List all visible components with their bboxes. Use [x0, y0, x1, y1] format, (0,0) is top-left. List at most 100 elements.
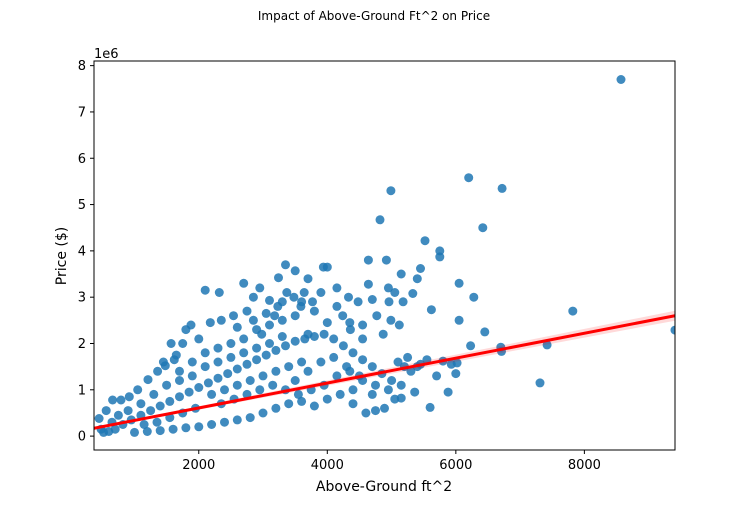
data-point	[130, 427, 139, 437]
data-point	[469, 292, 479, 302]
data-point	[378, 329, 388, 339]
data-point	[358, 376, 368, 385]
data-point	[416, 264, 425, 273]
data-point	[282, 288, 292, 297]
data-point	[216, 315, 226, 325]
data-point	[497, 183, 507, 193]
x-tick-label: 4000	[311, 458, 344, 473]
data-point	[207, 389, 217, 399]
data-point	[181, 325, 191, 335]
data-point	[168, 424, 178, 434]
data-point	[239, 334, 249, 344]
data-point	[345, 318, 355, 328]
data-point	[353, 297, 363, 307]
data-point	[303, 366, 313, 376]
data-point	[152, 417, 162, 427]
data-point	[396, 269, 406, 279]
data-point	[270, 311, 280, 321]
data-point	[175, 392, 184, 402]
data-point	[232, 380, 242, 390]
data-point	[248, 315, 258, 325]
y-tick-label: 0	[78, 430, 86, 445]
x-tick-label: 8000	[568, 458, 601, 473]
data-point	[271, 345, 281, 355]
data-point	[535, 378, 545, 388]
data-point	[271, 403, 281, 413]
data-point	[348, 348, 358, 358]
data-point	[380, 403, 389, 413]
data-point	[345, 366, 355, 376]
chart-title: Impact of Above-Ground Ft^2 on Price	[258, 9, 490, 23]
data-point	[226, 339, 236, 348]
data-point	[123, 406, 133, 416]
x-tick-label: 2000	[182, 458, 215, 473]
data-point	[406, 366, 416, 376]
data-point	[239, 278, 249, 288]
data-point	[670, 325, 675, 335]
data-point	[308, 297, 317, 307]
data-point	[265, 295, 274, 305]
data-point	[290, 266, 300, 276]
axes-frame	[93, 60, 676, 451]
data-point	[322, 318, 332, 328]
data-point	[184, 387, 194, 397]
data-point	[383, 385, 393, 395]
data-point	[408, 289, 418, 298]
data-point	[451, 369, 461, 379]
x-axis-label: Above-Ground ft^2	[316, 479, 452, 495]
y-tick-label: 8	[78, 59, 86, 74]
data-point	[478, 223, 488, 233]
y-tick-label: 5	[78, 198, 86, 213]
data-point	[223, 369, 233, 379]
data-point	[303, 329, 313, 339]
data-point	[358, 320, 368, 330]
data-point	[403, 352, 413, 362]
x-axis: 2000 4000 6000 8000	[182, 450, 601, 473]
data-point	[384, 297, 394, 307]
data-point	[143, 375, 153, 385]
x-tick-label: 6000	[439, 458, 472, 473]
data-point	[166, 339, 176, 348]
y-tick-label: 4	[78, 244, 86, 259]
regression-fit	[94, 310, 675, 430]
data-point	[258, 371, 268, 381]
data-point	[367, 389, 377, 399]
data-point	[162, 380, 172, 390]
data-point	[284, 399, 294, 409]
data-point	[435, 252, 445, 262]
data-point	[322, 262, 332, 272]
data-point	[200, 285, 210, 295]
data-point	[203, 378, 213, 388]
data-point	[363, 279, 373, 289]
data-point	[258, 408, 268, 418]
data-point	[171, 350, 181, 360]
data-point	[293, 389, 303, 399]
data-point	[271, 366, 281, 376]
data-point	[242, 359, 252, 369]
data-point	[329, 352, 339, 362]
data-point	[153, 366, 163, 376]
data-point	[412, 274, 422, 284]
data-point	[410, 387, 420, 397]
plot-area	[93, 60, 676, 451]
data-point	[255, 385, 265, 395]
data-point	[194, 383, 204, 392]
data-point	[94, 414, 104, 423]
data-point	[322, 394, 332, 404]
y-tick-label: 2	[78, 337, 86, 352]
data-point	[245, 413, 255, 423]
y-tick-label: 6	[78, 152, 86, 167]
data-point	[398, 297, 408, 307]
data-point	[425, 402, 435, 412]
data-point	[319, 329, 329, 339]
data-point	[268, 380, 278, 390]
data-point	[274, 273, 283, 283]
data-point	[265, 339, 274, 348]
data-point	[446, 359, 456, 369]
data-point	[277, 315, 287, 325]
data-point	[149, 389, 159, 399]
data-point	[273, 301, 283, 311]
data-point	[348, 385, 358, 395]
data-point	[568, 306, 578, 316]
data-point	[232, 322, 242, 332]
